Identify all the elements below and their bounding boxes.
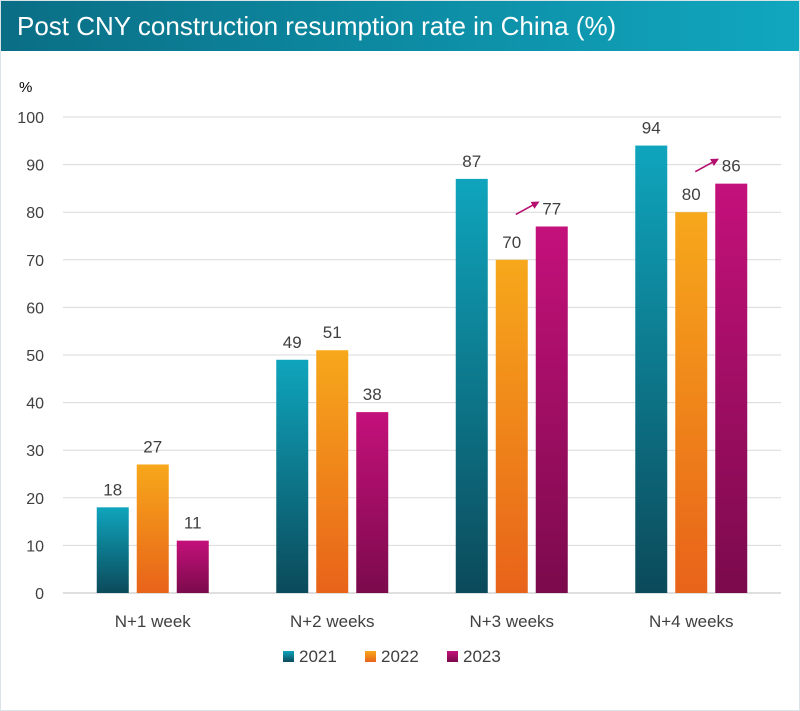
data-label: 77 xyxy=(542,199,561,218)
data-label: 87 xyxy=(462,152,481,171)
data-label: 49 xyxy=(283,333,302,352)
gridlines xyxy=(63,116,781,594)
title-banner: Post CNY construction resumption rate in… xyxy=(1,1,799,51)
chart-title: Post CNY construction resumption rate in… xyxy=(17,11,617,41)
legend-label-2021: 2021 xyxy=(299,647,337,666)
data-label: 11 xyxy=(184,514,202,533)
y-axis-ticks: 0 10 20 30 40 50 60 70 80 90 100 xyxy=(17,110,44,603)
bar-2022-1 xyxy=(136,464,169,593)
data-label: 51 xyxy=(323,323,342,342)
value-labels: 18 27 11 49 51 38 87 70 77 94 80 86 xyxy=(103,119,740,533)
bars xyxy=(96,145,748,594)
trend-arrows xyxy=(515,158,720,216)
x-category-label: N+3 weeks xyxy=(469,612,554,631)
y-tick-label: 0 xyxy=(35,586,44,603)
data-label: 86 xyxy=(722,157,741,176)
y-tick-label: 20 xyxy=(26,491,44,508)
bar-2021-1 xyxy=(96,507,129,593)
x-category-label: N+1 week xyxy=(115,612,192,631)
bar-2021-3 xyxy=(455,178,488,593)
trend-arrow xyxy=(515,201,540,216)
y-tick-label: 80 xyxy=(26,205,44,222)
legend: 2021 2022 2023 xyxy=(283,647,501,666)
bar-2023-1 xyxy=(176,540,209,593)
bar-2023-4 xyxy=(715,183,748,593)
bar-2023-3 xyxy=(535,226,568,594)
legend-label-2023: 2023 xyxy=(463,647,501,666)
legend-swatch-2023 xyxy=(447,651,458,662)
bar-2021-2 xyxy=(276,359,309,593)
data-label: 18 xyxy=(103,480,122,499)
bar-2022-3 xyxy=(495,259,528,593)
legend-swatch-2021 xyxy=(283,651,294,662)
y-tick-label: 90 xyxy=(26,158,44,175)
bar-2023-2 xyxy=(356,412,389,593)
data-label: 70 xyxy=(502,233,521,252)
x-category-label: N+2 weeks xyxy=(290,612,375,631)
x-category-label: N+4 weeks xyxy=(649,612,734,631)
data-label: 80 xyxy=(682,185,701,204)
bar-2022-2 xyxy=(316,350,349,593)
y-tick-label: 60 xyxy=(26,300,44,317)
y-tick-label: 40 xyxy=(26,396,44,413)
x-axis-categories: N+1 week N+2 weeks N+3 weeks N+4 weeks xyxy=(115,612,734,631)
data-label: 94 xyxy=(642,119,661,138)
y-axis-unit-label: % xyxy=(19,79,32,96)
data-label: 27 xyxy=(143,437,162,456)
data-label: 38 xyxy=(363,385,382,404)
y-tick-label: 50 xyxy=(26,348,44,365)
trend-arrow xyxy=(694,158,720,173)
bar-chart: 0 10 20 30 40 50 60 70 80 90 100 % 18 27 11 49 51 38 87 7… xyxy=(17,79,781,666)
legend-swatch-2022 xyxy=(365,651,376,662)
bar-2021-4 xyxy=(635,145,668,593)
bar-2022-4 xyxy=(675,212,708,593)
legend-label-2022: 2022 xyxy=(381,647,419,666)
y-tick-label: 10 xyxy=(26,538,44,555)
y-tick-label: 70 xyxy=(26,253,44,270)
y-tick-label: 30 xyxy=(26,443,44,460)
y-tick-label: 100 xyxy=(17,110,44,127)
